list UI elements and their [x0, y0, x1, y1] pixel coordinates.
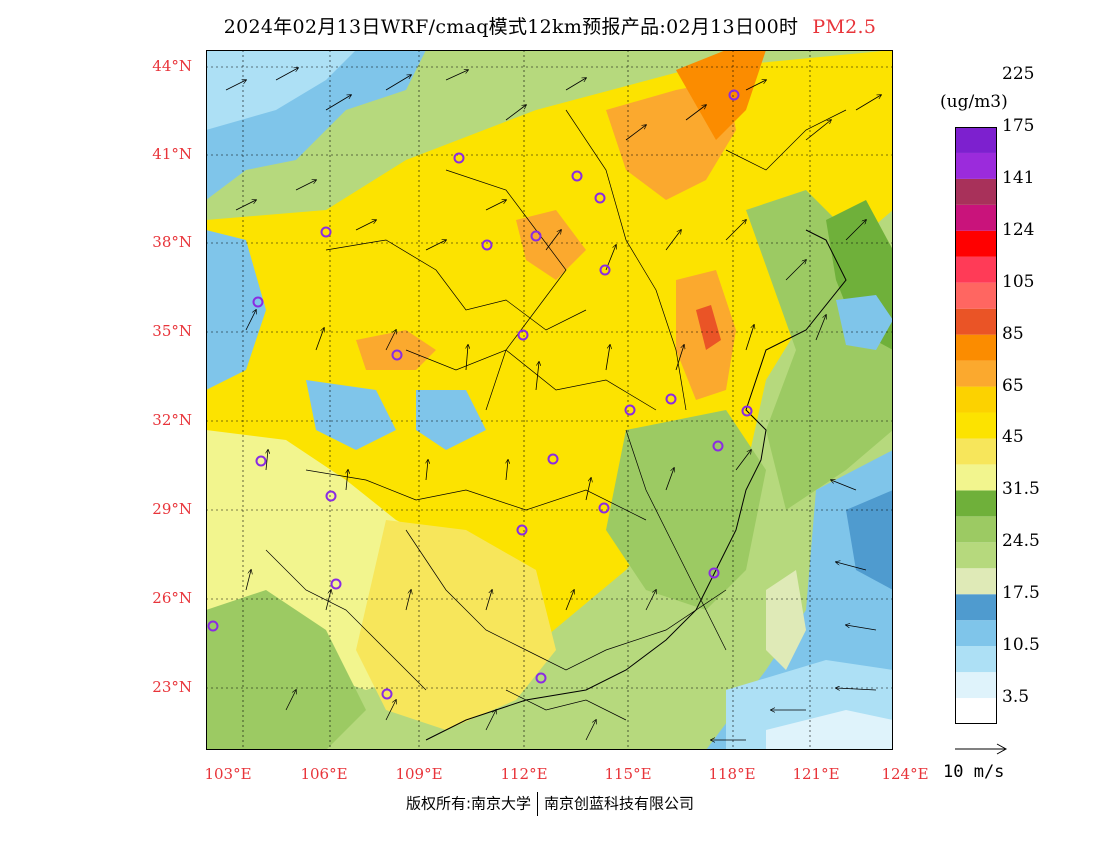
legend-swatch — [955, 204, 997, 231]
legend-swatch — [955, 256, 997, 283]
lon-label-112e: 112°E — [500, 765, 548, 783]
legend-label: 65 — [1002, 375, 1024, 396]
legend-label: 175 — [1002, 116, 1035, 136]
legend-swatch — [955, 464, 997, 491]
map-title: 2024年02月13日WRF/cmaq模式12km预报产品:02月13日00时 P… — [0, 12, 1100, 39]
lat-label-44n: 44°N — [152, 57, 192, 75]
legend-label: 3.5 — [1002, 687, 1030, 708]
legend-swatch — [955, 308, 997, 335]
red-hotspot-shandong — [696, 305, 721, 350]
legend-swatch — [955, 152, 997, 179]
lon-label-106e: 106°E — [300, 765, 348, 783]
coastline — [425, 229, 847, 741]
legend-label: 45 — [1002, 427, 1024, 448]
blue-sichuan-basin — [306, 380, 396, 450]
pm25-forecast-map — [206, 50, 893, 750]
legend-label: 105 — [1002, 271, 1035, 292]
lat-label-41n: 41°N — [152, 145, 192, 163]
lat-label-35n: 35°N — [152, 322, 192, 340]
orange-hotspot-north — [676, 50, 766, 140]
lon-label-124e: 124°E — [881, 765, 929, 783]
legend-label: 124 — [1002, 219, 1035, 240]
legend-swatch — [955, 516, 997, 543]
copyright-company: 南京创蓝科技有限公司 — [544, 794, 695, 813]
orange-shanxi — [516, 210, 586, 280]
legend-swatch — [955, 282, 997, 309]
copyright-owner: 版权所有:南京大学 — [405, 794, 532, 813]
legend-swatch — [955, 386, 997, 413]
lat-label-26n: 26°N — [152, 589, 192, 607]
lon-label-118e: 118°E — [708, 765, 756, 783]
graticule — [206, 50, 893, 750]
blue-west — [206, 230, 266, 390]
wind-vectors — [225, 68, 881, 740]
legend-label: 24.5 — [1002, 531, 1040, 552]
legend-swatch — [955, 568, 997, 595]
legend-label: 141 — [1002, 167, 1035, 188]
legend-swatch — [955, 438, 997, 465]
yellow-guangxi — [356, 520, 556, 730]
lat-label-38n: 38°N — [152, 233, 192, 251]
legend-swatch — [955, 230, 997, 257]
lon-label-115e: 115°E — [604, 765, 652, 783]
legend-label: 85 — [1002, 323, 1024, 344]
legend-swatch — [955, 620, 997, 647]
legend-swatch — [955, 672, 997, 699]
lat-label-32n: 32°N — [152, 411, 192, 429]
lon-label-109e: 109°E — [395, 765, 443, 783]
copyright-footer: 版权所有:南京大学 南京创蓝科技有限公司 — [0, 792, 1100, 816]
pollutant-label: PM2.5 — [812, 16, 877, 38]
legend-swatch — [955, 646, 997, 673]
map-frame — [206, 50, 893, 750]
lon-label-103e: 103°E — [204, 765, 252, 783]
legend-swatch — [955, 698, 997, 724]
legend-swatch — [955, 412, 997, 439]
legend-swatch — [955, 334, 997, 361]
legend-label: 225 — [1002, 64, 1035, 85]
lon-label-121e: 121°E — [792, 765, 840, 783]
legend-colorbar — [955, 127, 997, 724]
legend-swatch — [955, 594, 997, 621]
taiwan-island — [766, 570, 806, 670]
city-station-markers — [207, 89, 753, 700]
legend-swatch — [955, 127, 997, 153]
footer-divider — [537, 792, 539, 816]
legend-swatch — [955, 542, 997, 569]
wind-scale-arrow — [955, 743, 1008, 755]
blue-yellow-sea — [836, 295, 893, 350]
title-main: 2024年02月13日WRF/cmaq模式12km预报产品:02月13日00时 — [223, 16, 799, 38]
blue-chongqing — [416, 390, 486, 450]
legend-label: 10.5 — [1002, 635, 1040, 656]
lat-label-29n: 29°N — [152, 500, 192, 518]
wind-scale-label: 10 m/s — [943, 762, 1005, 782]
legend-unit: (ug/m3) — [940, 92, 1008, 112]
east-sea-dark — [846, 490, 893, 590]
legend-label: 17.5 — [1002, 583, 1040, 604]
legend-swatch — [955, 360, 997, 387]
lat-label-23n: 23°N — [152, 678, 192, 696]
legend-swatch — [955, 178, 997, 205]
light-blue-northwest — [206, 50, 356, 130]
legend-label: 31.5 — [1002, 479, 1040, 500]
green-yunnan — [206, 590, 366, 750]
legend-swatch — [955, 490, 997, 517]
province-boundaries — [265, 109, 847, 721]
south-sea-lightest — [766, 710, 893, 750]
